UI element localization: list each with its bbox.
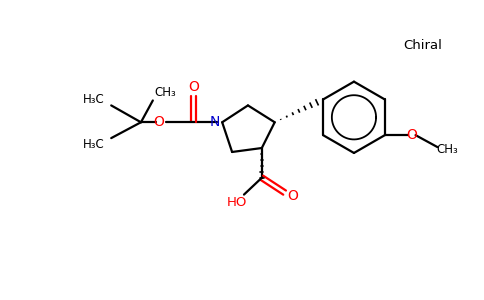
Text: O: O [153,115,164,129]
Text: O: O [406,128,417,142]
Text: H₃C: H₃C [82,138,104,151]
Text: CH₃: CH₃ [155,86,177,99]
Text: H₃C: H₃C [82,93,104,106]
Text: Chiral: Chiral [404,40,442,52]
Text: HO: HO [227,196,247,209]
Text: N: N [210,115,220,129]
Text: O: O [287,189,298,202]
Text: O: O [188,80,199,94]
Text: CH₃: CH₃ [437,142,458,155]
